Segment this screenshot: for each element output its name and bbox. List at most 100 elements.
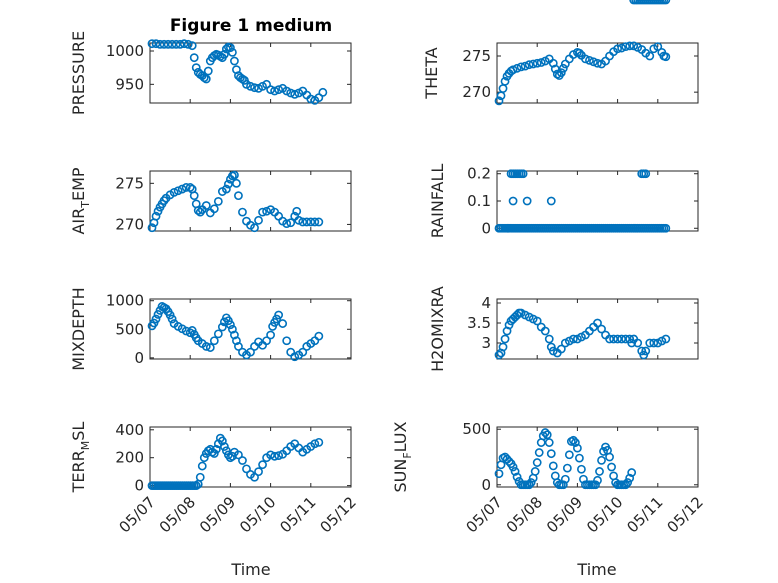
sun_flux-data-point <box>560 474 570 484</box>
pressure-data-point <box>250 83 259 93</box>
h2omixra-data-point <box>494 350 504 360</box>
air_temp-data-point <box>258 207 267 217</box>
air_temp-data-point <box>195 207 205 217</box>
pressure-data-point <box>147 39 157 49</box>
sun_flux-data-point <box>504 457 514 466</box>
theta-data-point <box>520 61 530 71</box>
pressure-ytick-label: 1000 <box>106 42 144 60</box>
rainfall-ytick-label: 0 <box>481 219 491 237</box>
h2omixra-data-point <box>633 338 643 348</box>
rainfall-ytick-label: 0.1 <box>467 192 491 210</box>
air_temp-data-point <box>230 170 239 180</box>
sun_flux-data-point <box>540 428 550 437</box>
theta-data-point <box>589 57 598 67</box>
theta-data-point <box>532 58 542 68</box>
sun_flux-data-point <box>607 462 616 472</box>
pressure-data-point <box>230 56 239 66</box>
mixdepth-data-point <box>246 347 255 357</box>
pressure-panel: 950 1000 Figure 1 medium PRESSURE <box>69 16 352 115</box>
sun_flux-data-point <box>544 438 554 447</box>
sun_flux-data-point <box>558 480 568 490</box>
h2omixra-data-point <box>540 326 550 336</box>
terr_msl-data-point <box>234 450 243 460</box>
rainfall-ytick-label: 0.2 <box>467 165 491 183</box>
air_temp-data-point <box>232 178 241 188</box>
air_temp-data-point <box>147 223 157 233</box>
mixdepth-data-point <box>232 336 241 346</box>
pressure-data-point <box>201 74 211 84</box>
terr_msl-data-point <box>274 451 284 461</box>
air_temp-data-point <box>298 217 308 227</box>
sun_flux-data-point <box>526 478 536 487</box>
pressure-data-point <box>318 87 328 97</box>
air_temp-ytick-label: 270 <box>115 215 144 233</box>
theta-data-point <box>528 59 538 69</box>
sun_flux-ytick-label: 500 <box>462 420 491 438</box>
theta-data-point <box>613 44 622 54</box>
h2omixra-data-point <box>649 338 659 348</box>
pressure-data-point <box>171 39 181 49</box>
h2omixra-data-point <box>500 334 510 344</box>
pressure-data-point <box>151 39 161 49</box>
sun_flux-data-point <box>548 461 558 471</box>
terr_msl-data-point <box>228 451 237 461</box>
theta-data-point <box>552 69 562 79</box>
h2omixra-ytick-label: 3 <box>481 334 491 352</box>
rainfall-data-point <box>546 196 556 206</box>
terr_msl-ytick-label: 0 <box>134 477 144 495</box>
pressure-data-point <box>290 89 300 99</box>
air_temp-data-point <box>201 201 211 210</box>
mixdepth-data-point <box>274 310 284 320</box>
theta-data-point <box>653 42 663 52</box>
h2omixra-data-point <box>641 346 651 356</box>
theta-data-point <box>512 63 522 73</box>
h2omixra-data-point <box>605 334 614 344</box>
air_temp-data-point <box>159 196 169 205</box>
pressure-data-point <box>306 94 316 104</box>
sun_flux-axes-box <box>496 426 699 488</box>
mixdepth-data-point <box>278 319 288 328</box>
sun_flux-data-point <box>568 435 578 445</box>
sun_flux-data-point <box>591 480 600 490</box>
terr_msl-data-point <box>250 472 259 482</box>
theta-data-point <box>621 42 631 52</box>
sun_flux-data-point <box>623 478 633 487</box>
sun_flux-data-point <box>625 473 635 483</box>
sun_flux-ytick-label: 0 <box>481 476 491 494</box>
mixdepth-data-point <box>266 330 275 340</box>
pressure-plot-area: 950 1000 <box>106 39 352 105</box>
theta-data-point <box>548 58 558 68</box>
sun_flux-data-point <box>546 449 556 459</box>
air_temp-data-point <box>189 191 199 201</box>
air_temp-data-point <box>302 217 312 227</box>
sun_flux-data-point <box>530 467 540 476</box>
h2omixra-data-point <box>593 318 602 328</box>
pressure-ytick-label: 950 <box>115 75 144 93</box>
terr_msl-data-point <box>211 444 221 454</box>
h2omixra-ylabel: H2OMIXRA <box>428 286 447 372</box>
terr_msl-data-point <box>310 439 320 449</box>
pressure-data-point <box>203 66 213 76</box>
sun_flux-data-point <box>577 464 586 474</box>
mixdepth-data-point <box>209 336 219 346</box>
mixdepth-ytick-label: 1000 <box>106 292 144 310</box>
sun_flux-data-point <box>564 450 574 460</box>
theta-data-point <box>524 60 534 70</box>
mixdepth-data-point <box>298 347 308 357</box>
terr_msl-data-point <box>314 437 324 447</box>
terr_msl-data-point <box>270 451 280 461</box>
theta-plot-area: 270 275 <box>462 41 699 106</box>
air_temp-data-point <box>254 215 263 225</box>
theta-data-point <box>575 48 584 58</box>
theta-data-point <box>536 58 546 67</box>
theta-data-point <box>516 62 526 72</box>
air_temp-data-point <box>234 191 243 201</box>
terr_msl-data-point <box>221 446 231 456</box>
rainfall-data-point <box>661 223 671 233</box>
sun_flux-data-point <box>595 467 604 476</box>
pressure-data-point <box>266 85 275 95</box>
mixdepth-plot-area: 0 500 1000 <box>106 292 352 367</box>
h2omixra-data-point <box>661 334 671 344</box>
air_temp-data-point <box>314 217 324 227</box>
mixdepth-data-point <box>205 343 215 352</box>
